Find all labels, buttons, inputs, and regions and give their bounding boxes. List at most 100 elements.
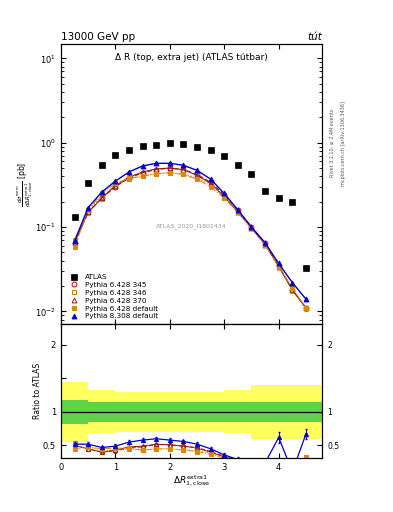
Pythia 6.428 345: [263, 240, 268, 246]
Pythia 6.428 370: [195, 173, 199, 179]
Pythia 8.308 default: [72, 238, 77, 244]
Pythia 6.428 370: [154, 166, 158, 172]
Pythia 6.428 370: [235, 209, 240, 215]
ATLAS: [290, 199, 295, 205]
Pythia 6.428 default: [290, 285, 295, 291]
Pythia 6.428 default: [167, 169, 172, 176]
Pythia 6.428 370: [167, 165, 172, 171]
Pythia 6.428 default: [140, 173, 145, 179]
Pythia 8.308 default: [195, 167, 199, 174]
ATLAS: [154, 141, 158, 147]
Pythia 6.428 370: [208, 180, 213, 186]
Pythia 6.428 default: [303, 305, 308, 311]
Text: ATLAS_2020_I1801434: ATLAS_2020_I1801434: [156, 223, 227, 229]
ATLAS: [208, 147, 213, 153]
Pythia 6.428 345: [235, 207, 240, 213]
Pythia 6.428 345: [167, 165, 172, 171]
Pythia 6.428 345: [195, 172, 199, 178]
Legend: ATLAS, Pythia 6.428 345, Pythia 6.428 346, Pythia 6.428 370, Pythia 6.428 defaul: ATLAS, Pythia 6.428 345, Pythia 6.428 34…: [64, 272, 159, 321]
Y-axis label: $\frac{d\sigma^{norm}}{d\Delta R_{1,\mathrm{close}}^{\mathrm{extra1}}}$ [pb]: $\frac{d\sigma^{norm}}{d\Delta R_{1,\mat…: [15, 161, 34, 207]
Pythia 6.428 370: [127, 174, 131, 180]
Pythia 6.428 346: [276, 264, 281, 270]
Line: ATLAS: ATLAS: [72, 140, 309, 271]
Line: Pythia 8.308 default: Pythia 8.308 default: [72, 161, 309, 302]
Pythia 6.428 345: [303, 305, 308, 311]
Pythia 6.428 346: [167, 169, 172, 176]
Pythia 6.428 345: [276, 263, 281, 269]
Y-axis label: Ratio to ATLAS: Ratio to ATLAS: [33, 364, 42, 419]
Pythia 6.428 345: [222, 192, 227, 198]
Pythia 6.428 346: [127, 176, 131, 182]
Pythia 6.428 default: [249, 225, 254, 231]
Pythia 6.428 default: [113, 180, 118, 186]
Text: tút: tút: [307, 32, 322, 42]
Pythia 6.428 370: [113, 183, 118, 189]
Pythia 8.308 default: [154, 160, 158, 166]
Pythia 8.308 default: [249, 224, 254, 230]
Pythia 8.308 default: [113, 178, 118, 184]
Pythia 6.428 346: [303, 305, 308, 311]
Pythia 8.308 default: [208, 176, 213, 182]
Pythia 6.428 default: [235, 209, 240, 215]
Pythia 6.428 default: [222, 195, 227, 201]
Pythia 8.308 default: [235, 207, 240, 213]
Pythia 6.428 346: [235, 209, 240, 215]
Text: Δ R (top, extra jet) (ATLAS tútbar): Δ R (top, extra jet) (ATLAS tútbar): [115, 53, 268, 62]
Pythia 6.428 346: [154, 170, 158, 177]
Pythia 6.428 default: [72, 244, 77, 250]
ATLAS: [127, 147, 131, 153]
Pythia 6.428 370: [181, 166, 186, 173]
ATLAS: [235, 162, 240, 168]
ATLAS: [276, 195, 281, 201]
Pythia 6.428 346: [113, 183, 118, 189]
Pythia 6.428 default: [154, 170, 158, 177]
Text: Rivet 3.1.10, ≥ 2.4M events: Rivet 3.1.10, ≥ 2.4M events: [329, 109, 334, 178]
Text: 13000 GeV pp: 13000 GeV pp: [61, 32, 135, 42]
Line: Pythia 6.428 370: Pythia 6.428 370: [72, 166, 309, 310]
Pythia 6.428 370: [222, 194, 227, 200]
Pythia 6.428 345: [86, 209, 90, 215]
Pythia 6.428 346: [195, 175, 199, 181]
Pythia 6.428 370: [86, 209, 90, 215]
Pythia 6.428 346: [86, 207, 90, 213]
Pythia 6.428 345: [154, 166, 158, 173]
ATLAS: [86, 180, 90, 186]
Line: Pythia 6.428 default: Pythia 6.428 default: [72, 170, 309, 310]
Pythia 6.428 345: [99, 195, 104, 201]
Pythia 8.308 default: [181, 162, 186, 168]
Line: Pythia 6.428 345: Pythia 6.428 345: [72, 166, 309, 310]
Pythia 6.428 345: [140, 169, 145, 176]
ATLAS: [263, 187, 268, 194]
Pythia 6.428 346: [140, 173, 145, 179]
Pythia 6.428 346: [222, 194, 227, 200]
ATLAS: [72, 215, 77, 221]
ATLAS: [195, 143, 199, 150]
Pythia 6.428 370: [290, 287, 295, 293]
ATLAS: [113, 152, 118, 158]
Pythia 6.428 346: [208, 181, 213, 187]
Pythia 6.428 default: [86, 207, 90, 213]
Pythia 8.308 default: [140, 163, 145, 169]
Text: mcplots.cern.ch [arXiv:1306.3436]: mcplots.cern.ch [arXiv:1306.3436]: [341, 101, 346, 186]
Pythia 6.428 default: [127, 175, 131, 181]
ATLAS: [181, 141, 186, 147]
Pythia 6.428 346: [99, 194, 104, 200]
Pythia 6.428 default: [195, 176, 199, 182]
Pythia 6.428 default: [99, 190, 104, 197]
Pythia 6.428 346: [72, 237, 77, 243]
Pythia 6.428 370: [249, 225, 254, 231]
Pythia 6.428 default: [263, 242, 268, 248]
Pythia 6.428 346: [249, 224, 254, 230]
Pythia 8.308 default: [86, 205, 90, 211]
Pythia 8.308 default: [303, 296, 308, 302]
Pythia 8.308 default: [263, 240, 268, 246]
Pythia 8.308 default: [167, 160, 172, 166]
Pythia 6.428 370: [263, 242, 268, 248]
ATLAS: [222, 153, 227, 159]
Pythia 8.308 default: [127, 169, 131, 175]
Pythia 6.428 370: [99, 195, 104, 201]
X-axis label: $\Delta R_{1,\mathrm{close}}^{\mathrm{extra1}}$: $\Delta R_{1,\mathrm{close}}^{\mathrm{ex…: [173, 474, 210, 488]
Pythia 8.308 default: [222, 190, 227, 197]
Pythia 6.428 default: [181, 172, 186, 178]
ATLAS: [249, 172, 254, 178]
